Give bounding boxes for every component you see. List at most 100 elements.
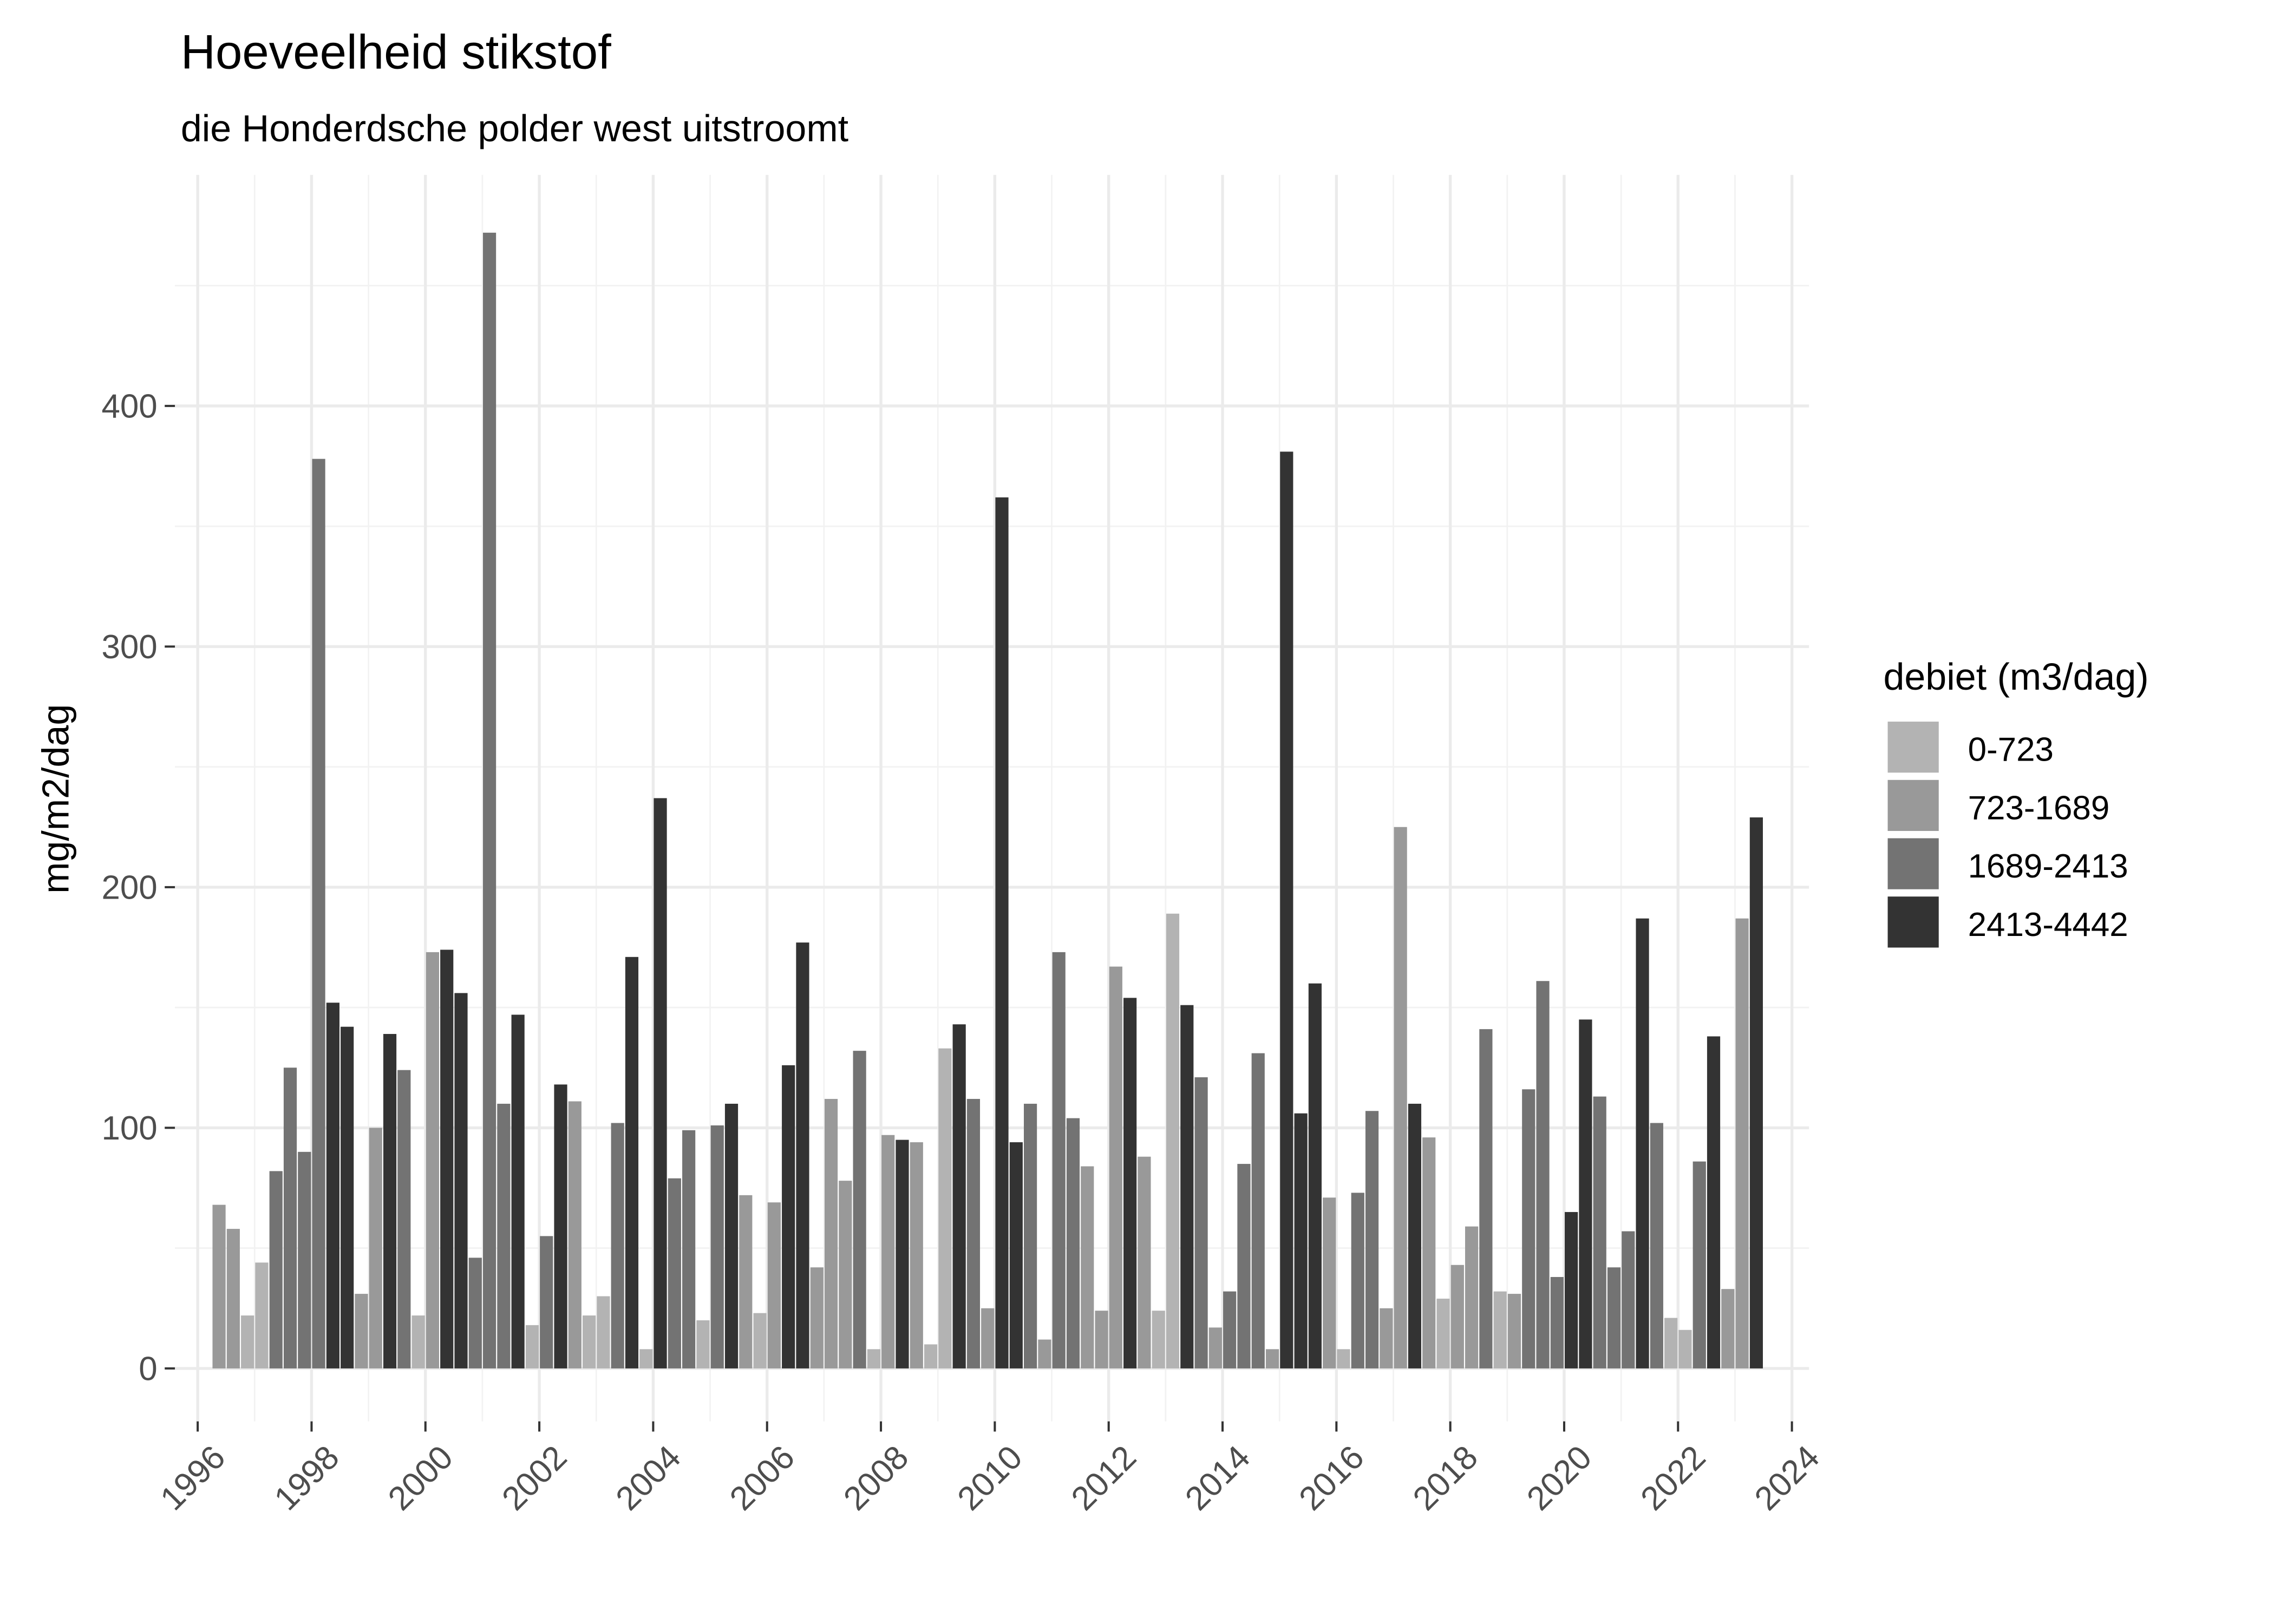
bar	[1180, 1005, 1194, 1368]
bar	[1550, 1276, 1564, 1368]
legend-label: 723-1689	[1968, 789, 2110, 827]
bar	[1337, 1349, 1350, 1368]
legend-key	[1887, 896, 1939, 948]
bar	[454, 993, 468, 1368]
bar	[1095, 1311, 1108, 1368]
x-tick-label: 2006	[723, 1438, 802, 1517]
bar	[1380, 1308, 1393, 1368]
bar	[767, 1202, 781, 1368]
bar	[1009, 1142, 1023, 1368]
bar	[1208, 1327, 1222, 1368]
bar	[1351, 1193, 1364, 1368]
bar	[497, 1103, 511, 1368]
x-tick-label: 2022	[1633, 1438, 1713, 1517]
bar	[1038, 1339, 1051, 1368]
bar	[1066, 1118, 1080, 1368]
x-tick-label: 2024	[1748, 1438, 1827, 1517]
x-tick-label: 2018	[1406, 1438, 1485, 1517]
x-tick-label: 2004	[609, 1438, 688, 1517]
bar	[468, 1258, 482, 1368]
bar	[1138, 1156, 1151, 1368]
bar	[1194, 1077, 1208, 1368]
bar	[1052, 952, 1066, 1368]
bar	[1650, 1123, 1663, 1368]
bar	[383, 1034, 397, 1368]
bar	[426, 952, 440, 1368]
bar	[1408, 1103, 1422, 1368]
x-tick-label: 2016	[1292, 1438, 1371, 1517]
y-tick-label: 0	[139, 1350, 157, 1387]
bar	[1579, 1019, 1592, 1368]
bar	[1166, 913, 1180, 1368]
bar	[597, 1296, 610, 1368]
bar	[1735, 918, 1749, 1368]
legend-key	[1887, 722, 1939, 773]
bar	[625, 957, 639, 1368]
bar	[853, 1051, 866, 1368]
bar	[1109, 966, 1122, 1368]
bar	[639, 1349, 653, 1368]
bar	[369, 1128, 382, 1368]
bar	[525, 1325, 539, 1368]
bar	[1565, 1212, 1578, 1368]
bar	[1479, 1029, 1493, 1368]
bar	[1123, 998, 1137, 1368]
bar	[696, 1320, 710, 1368]
bar	[1721, 1289, 1735, 1368]
bar	[938, 1048, 952, 1368]
bar	[981, 1308, 995, 1368]
bar	[896, 1140, 909, 1368]
bar	[1280, 451, 1293, 1368]
legend: debiet (m3/dag) 0-723 723-1689 1689-2413 24…	[1883, 656, 2149, 948]
x-tick-label: 2000	[381, 1438, 460, 1517]
bar	[739, 1195, 753, 1368]
bar	[682, 1130, 696, 1368]
bar	[796, 942, 809, 1368]
bar	[1593, 1096, 1606, 1368]
x-tick-label: 2014	[1178, 1438, 1257, 1517]
bar	[540, 1236, 553, 1368]
bar	[355, 1294, 368, 1368]
x-tick-label: 2010	[950, 1438, 1029, 1517]
bar	[1251, 1053, 1265, 1368]
bar	[326, 1003, 339, 1368]
bar	[1024, 1103, 1037, 1368]
x-tick-label: 2012	[1064, 1438, 1143, 1517]
bar	[782, 1065, 795, 1368]
bar	[341, 1026, 354, 1368]
bar	[1707, 1036, 1721, 1368]
bars	[212, 232, 1763, 1368]
bar	[1636, 918, 1649, 1368]
bar	[654, 798, 667, 1368]
x-tick-label: 1998	[267, 1438, 347, 1517]
bar	[668, 1178, 681, 1368]
bar	[1678, 1330, 1692, 1368]
bar	[226, 1229, 240, 1368]
bar	[611, 1123, 624, 1368]
bar	[881, 1135, 895, 1368]
bar	[1294, 1113, 1308, 1368]
bar	[952, 1024, 966, 1368]
bar	[440, 949, 454, 1368]
x-tick-label: 1996	[153, 1438, 232, 1517]
bar	[1436, 1298, 1450, 1368]
bar	[583, 1315, 596, 1368]
chart-subtitle: die Honderdsche polder west uitstroomt	[181, 107, 848, 149]
bar	[1493, 1291, 1507, 1368]
bar	[910, 1142, 923, 1368]
bar	[1394, 827, 1407, 1368]
bar	[511, 1014, 525, 1368]
legend-key	[1887, 780, 1939, 831]
y-axis-title: mg/m2/dag	[35, 704, 77, 894]
y-tick-label: 200	[101, 869, 157, 906]
bar	[1081, 1166, 1094, 1368]
bar	[212, 1204, 226, 1368]
bar	[312, 459, 325, 1368]
bar	[482, 232, 496, 1368]
bar	[753, 1313, 767, 1368]
bar	[1749, 817, 1763, 1368]
bar	[839, 1181, 852, 1368]
legend-label: 0-723	[1968, 731, 2054, 769]
bar	[724, 1103, 739, 1368]
